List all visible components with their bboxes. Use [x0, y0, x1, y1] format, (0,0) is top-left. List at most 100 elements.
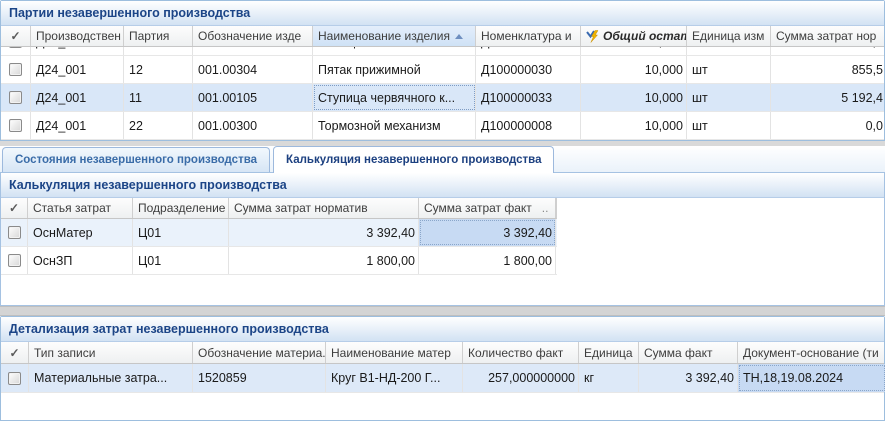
- cell-material-code[interactable]: 1520859: [193, 364, 326, 392]
- cell-unit[interactable]: шт: [687, 47, 771, 55]
- select-all-header[interactable]: ✓: [1, 198, 28, 218]
- column-header-record-type[interactable]: Тип записи: [29, 342, 193, 363]
- cell-nomenclature[interactable]: Д100000030: [476, 56, 581, 83]
- column-header-qty-fact[interactable]: Количество факт: [463, 342, 579, 363]
- table-row-selected[interactable]: ОснМатер Ц01 3 392,40 3 392,40: [1, 219, 557, 247]
- select-all-header[interactable]: ✓: [1, 342, 29, 363]
- row-checkbox[interactable]: [7, 254, 21, 267]
- cell-department[interactable]: Ц01: [133, 219, 229, 246]
- cell-unit[interactable]: шт: [687, 112, 771, 139]
- cell-department[interactable]: Ц01: [133, 247, 229, 274]
- table-row[interactable]: Д24_001 22 001.00300 Тормозной механизм …: [1, 112, 884, 140]
- batches-grid-header: ✓ Производствен Партия Обозначение изде …: [1, 26, 884, 47]
- cell-nomenclature[interactable]: Д100000008: [476, 112, 581, 139]
- cell-cost-norm[interactable]: 1 800,00: [229, 247, 419, 274]
- cell-qty-fact[interactable]: 257,000000000: [463, 364, 579, 392]
- cell-code[interactable]: 001.00300: [193, 112, 313, 139]
- column-header-cost-item[interactable]: Статья затрат: [28, 198, 133, 218]
- row-checkbox[interactable]: [9, 91, 22, 104]
- cell-qty[interactable]: 10,000: [581, 56, 687, 83]
- cell-unit[interactable]: шт: [687, 84, 771, 111]
- row-checkbox[interactable]: [7, 226, 21, 239]
- cell-qty[interactable]: 10,000: [581, 112, 687, 139]
- column-header-unit[interactable]: Единица изм: [687, 26, 771, 46]
- cell-batch[interactable]: 12: [124, 56, 193, 83]
- table-row[interactable]: ОснЗП Ц01 1 800,00 1 800,00: [1, 247, 557, 275]
- cell-name[interactable]: Тормозной механизм: [313, 112, 476, 139]
- calc-grid-header: ✓ Статья затрат Подразделение Сумма затр…: [1, 198, 557, 219]
- cell-cost-item[interactable]: ОснМатер: [28, 219, 133, 246]
- cell-cost-fact-focused[interactable]: 3 392,40: [419, 219, 556, 246]
- cell-cost-norm[interactable]: 855,5: [851, 62, 883, 77]
- column-header-unit[interactable]: Единица: [579, 342, 639, 363]
- column-header-nomenclature[interactable]: Номенклатура и: [476, 26, 581, 46]
- column-header-batch[interactable]: Партия: [124, 26, 193, 46]
- row-checkbox[interactable]: [9, 119, 22, 132]
- row-checkbox[interactable]: [9, 47, 22, 48]
- cell-document-focused[interactable]: ТН,18,19.08.2024: [738, 364, 885, 392]
- column-header-order[interactable]: Производствен: [31, 26, 124, 46]
- cell-name[interactable]: Палец: [313, 47, 476, 55]
- cell-nomenclature[interactable]: Д100000033: [476, 84, 581, 111]
- column-header-total-rest[interactable]: Общий остат: [581, 26, 687, 46]
- calculation-panel-title: Калькуляция незавершенного производства: [1, 173, 884, 198]
- batches-grid: ✓ Производствен Партия Обозначение изде …: [1, 26, 884, 140]
- cell-cost-norm[interactable]: 0,0: [865, 118, 883, 133]
- table-row[interactable]: Д24_001 12 001.00304 Пятак прижимной Д10…: [1, 56, 884, 84]
- sort-ascending-icon: [454, 33, 463, 39]
- table-row-selected[interactable]: Д24_001 11 001.00105 Ступица червячного …: [1, 84, 884, 112]
- column-header-document[interactable]: Документ-основание (ти: [743, 345, 879, 360]
- cell-name[interactable]: Пятак прижимной: [313, 56, 476, 83]
- batches-panel: Партии незавершенного производства ✓ Про…: [0, 0, 885, 141]
- row-checkbox[interactable]: [8, 371, 21, 385]
- select-all-header[interactable]: ✓: [1, 26, 31, 46]
- cell-material-name[interactable]: Круг В1-НД-200 Г...: [326, 364, 463, 392]
- cell-cost-norm[interactable]: 3 392,40: [229, 219, 419, 246]
- tab-content: Калькуляция незавершенного производства …: [0, 172, 885, 306]
- cell-order[interactable]: Д24_001: [31, 84, 124, 111]
- column-header-code[interactable]: Обозначение изде: [193, 26, 313, 46]
- table-row-selected[interactable]: Материальные затра... 1520859 Круг В1-НД…: [1, 364, 885, 393]
- cell-qty[interactable]: 10,000: [581, 84, 687, 111]
- cell-code[interactable]: 001.00304: [193, 56, 313, 83]
- clipped-table-row[interactable]: Д24_001 21 001.00201 Палец Д100000025 80…: [1, 47, 884, 56]
- column-header-department[interactable]: Подразделение: [133, 198, 229, 218]
- cell-order[interactable]: Д24_001: [31, 56, 124, 83]
- row-checkbox[interactable]: [9, 63, 22, 76]
- column-header-cost-norm[interactable]: Сумма затрат норматив: [229, 198, 419, 218]
- cell-order[interactable]: Д24_001: [31, 47, 124, 55]
- column-header-total-rest-label: Общий остат: [603, 29, 687, 43]
- details-grid-header: ✓ Тип записи Обозначение материа. Наимен…: [1, 342, 884, 364]
- cell-cost-fact[interactable]: 1 800,00: [419, 247, 556, 274]
- column-header-material-name[interactable]: Наименование матер: [326, 342, 463, 363]
- cell-sum-fact[interactable]: 3 392,40: [639, 364, 738, 392]
- cell-batch[interactable]: 21: [124, 47, 193, 55]
- batches-panel-title: Партии незавершенного производства: [1, 1, 884, 26]
- horizontal-splitter[interactable]: [0, 141, 885, 146]
- cell-batch[interactable]: 22: [124, 112, 193, 139]
- cell-cost-item[interactable]: ОснЗП: [28, 247, 133, 274]
- cell-nomenclature[interactable]: Д100000025: [476, 47, 581, 55]
- cell-code[interactable]: 001.00105: [193, 84, 313, 111]
- details-panel: Детализация затрат незавершенного произв…: [0, 316, 885, 421]
- cell-unit[interactable]: кг: [579, 364, 639, 392]
- tab-calculation[interactable]: Калькуляция незавершенного производства: [273, 146, 555, 173]
- horizontal-splitter[interactable]: [0, 306, 885, 316]
- cell-order[interactable]: Д24_001: [31, 112, 124, 139]
- check-icon: ✓: [9, 345, 20, 360]
- column-header-cost-norm[interactable]: Сумма затрат нор: [776, 29, 877, 43]
- cell-record-type[interactable]: Материальные затра...: [29, 364, 193, 392]
- cell-unit[interactable]: шт: [687, 56, 771, 83]
- cell-cost-norm[interactable]: 9 299,7: [771, 47, 884, 55]
- column-header-sum-fact[interactable]: Сумма факт: [639, 342, 738, 363]
- cell-code[interactable]: 001.00201: [193, 47, 313, 55]
- cell-batch[interactable]: 11: [124, 84, 193, 111]
- column-header-cost-fact[interactable]: Сумма затрат факт ..: [419, 198, 556, 218]
- tab-states[interactable]: Состояния незавершенного производства: [2, 147, 271, 172]
- cell-name-focused[interactable]: Ступица червячного к...: [313, 84, 476, 111]
- column-header-material-code[interactable]: Обозначение материа.: [193, 342, 326, 363]
- check-icon: ✓: [10, 29, 21, 43]
- cell-qty[interactable]: 80,000: [581, 47, 687, 55]
- column-header-name-sorted[interactable]: Наименование изделия: [313, 26, 476, 46]
- cell-cost-norm[interactable]: 5 192,4: [841, 90, 883, 105]
